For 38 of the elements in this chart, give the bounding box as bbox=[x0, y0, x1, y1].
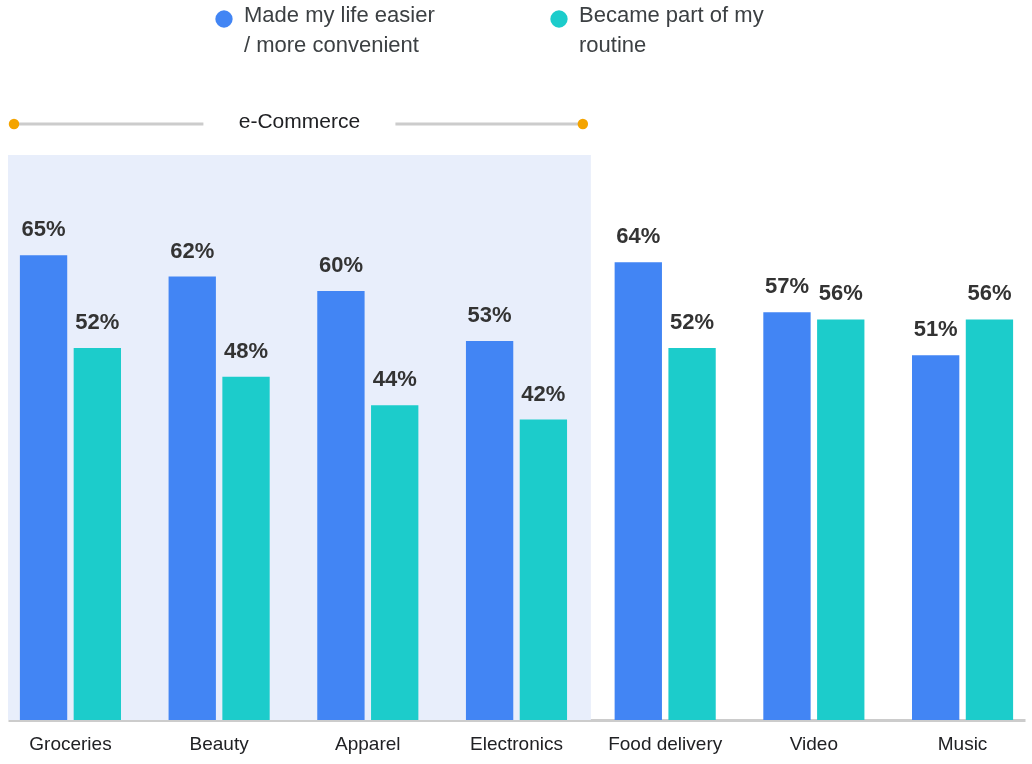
data-label: 56% bbox=[967, 280, 1012, 306]
x-tick-label: Electronics bbox=[470, 732, 563, 754]
bar bbox=[763, 312, 811, 720]
bar bbox=[912, 355, 960, 720]
data-label: 62% bbox=[170, 237, 215, 263]
data-label: 51% bbox=[913, 316, 958, 342]
bar bbox=[317, 290, 365, 720]
bar bbox=[817, 319, 865, 720]
data-label: 52% bbox=[670, 309, 715, 335]
x-tick-label: Apparel bbox=[335, 732, 401, 754]
bar bbox=[668, 348, 716, 720]
data-label: 42% bbox=[521, 380, 566, 406]
data-label: 57% bbox=[764, 273, 809, 299]
bar bbox=[73, 348, 121, 720]
bar bbox=[465, 340, 514, 720]
data-label: 64% bbox=[616, 223, 661, 249]
data-label: 65% bbox=[21, 216, 66, 242]
legend-label: Made my life easier / more convenient bbox=[244, 2, 435, 57]
data-label: 44% bbox=[372, 366, 417, 392]
data-label: 56% bbox=[818, 280, 863, 306]
bar bbox=[19, 255, 68, 720]
bar bbox=[222, 376, 270, 720]
bar bbox=[614, 262, 662, 720]
data-label: 52% bbox=[75, 309, 120, 335]
x-tick-label: Music bbox=[937, 732, 988, 754]
bar bbox=[519, 419, 568, 720]
x-tick-label: Food delivery bbox=[608, 732, 723, 754]
bar bbox=[168, 276, 216, 720]
x-tick-label: Video bbox=[789, 732, 838, 754]
x-tick-label: Beauty bbox=[189, 732, 250, 754]
legend-label: Became part of my routine bbox=[579, 2, 764, 57]
bar bbox=[965, 319, 1014, 720]
data-label: 48% bbox=[224, 337, 269, 363]
data-label: 53% bbox=[467, 301, 512, 327]
band-label: e-Commerce bbox=[238, 109, 361, 132]
bar bbox=[371, 405, 419, 720]
x-tick-label: Groceries bbox=[29, 732, 112, 754]
data-label: 60% bbox=[318, 251, 363, 277]
